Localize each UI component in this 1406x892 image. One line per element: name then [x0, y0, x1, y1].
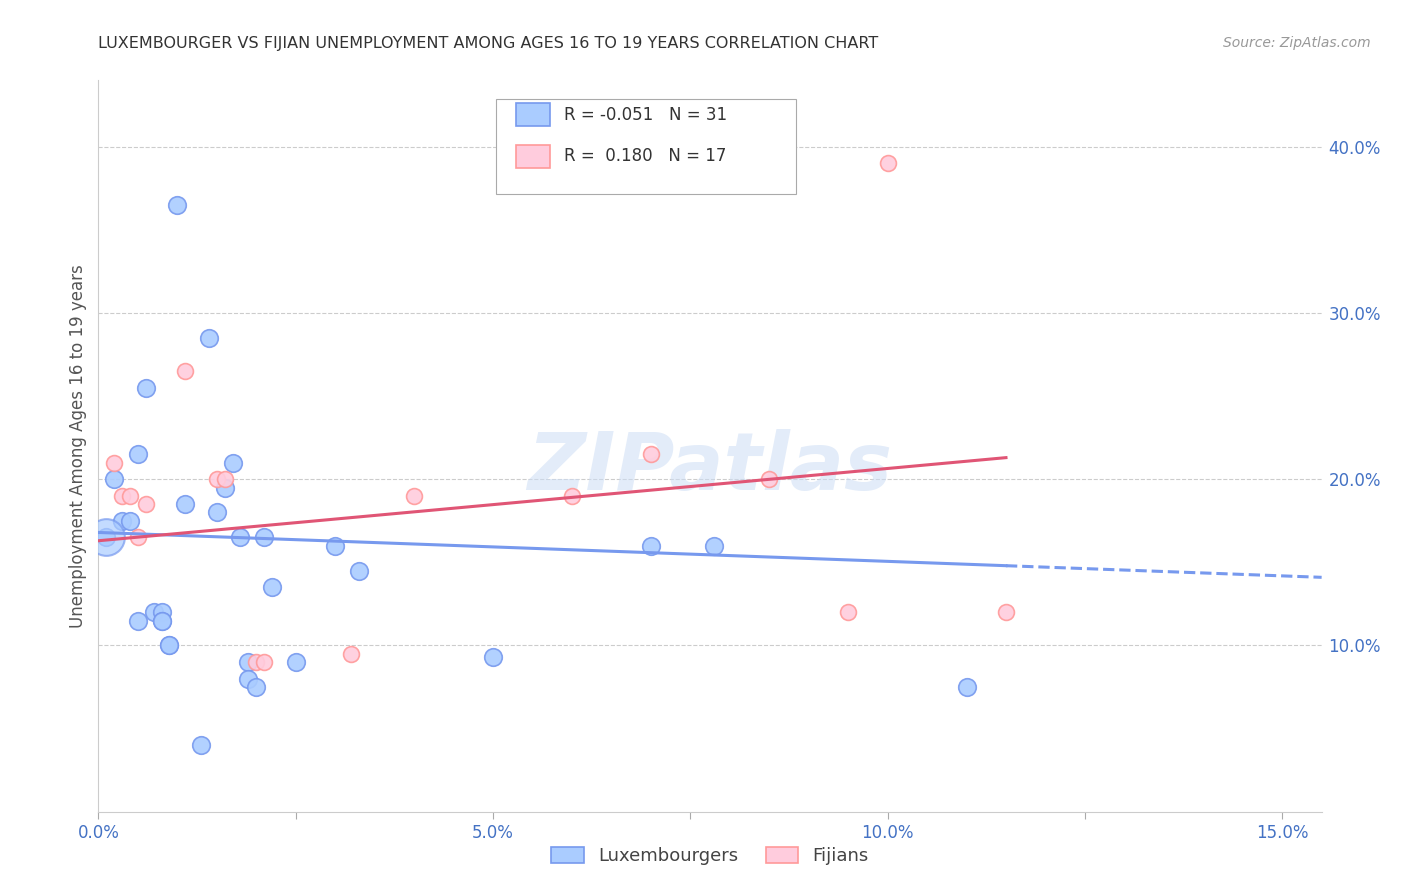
- Point: [640, 447, 662, 461]
- Point: [142, 605, 165, 619]
- Point: [994, 605, 1017, 619]
- Point: [159, 639, 181, 653]
- Point: [640, 539, 662, 553]
- Point: [205, 506, 228, 520]
- FancyBboxPatch shape: [516, 103, 550, 127]
- Point: [245, 655, 267, 669]
- FancyBboxPatch shape: [496, 99, 796, 194]
- Point: [111, 489, 134, 503]
- Point: [955, 680, 977, 694]
- Point: [174, 497, 197, 511]
- Point: [96, 530, 118, 544]
- Point: [221, 456, 243, 470]
- Point: [96, 530, 118, 544]
- Point: [758, 472, 780, 486]
- Legend: Luxembourgers, Fijians: Luxembourgers, Fijians: [544, 839, 876, 872]
- Point: [253, 655, 276, 669]
- Text: ZIPatlas: ZIPatlas: [527, 429, 893, 507]
- Point: [103, 456, 125, 470]
- Point: [198, 331, 221, 345]
- Y-axis label: Unemployment Among Ages 16 to 19 years: Unemployment Among Ages 16 to 19 years: [69, 264, 87, 628]
- Point: [482, 650, 505, 665]
- Point: [118, 489, 141, 503]
- Point: [260, 580, 283, 594]
- Text: Source: ZipAtlas.com: Source: ZipAtlas.com: [1223, 36, 1371, 50]
- Text: R = -0.051   N = 31: R = -0.051 N = 31: [564, 105, 727, 124]
- Point: [238, 655, 260, 669]
- Point: [127, 530, 149, 544]
- FancyBboxPatch shape: [516, 145, 550, 168]
- Point: [150, 614, 173, 628]
- Point: [103, 472, 125, 486]
- Point: [214, 472, 236, 486]
- Text: LUXEMBOURGER VS FIJIAN UNEMPLOYMENT AMONG AGES 16 TO 19 YEARS CORRELATION CHART: LUXEMBOURGER VS FIJIAN UNEMPLOYMENT AMON…: [98, 36, 879, 51]
- Point: [135, 381, 157, 395]
- Point: [876, 156, 898, 170]
- Point: [561, 489, 583, 503]
- Point: [404, 489, 426, 503]
- Point: [127, 447, 149, 461]
- Point: [284, 655, 307, 669]
- Point: [174, 364, 197, 378]
- Point: [214, 481, 236, 495]
- Point: [190, 738, 212, 752]
- Point: [135, 497, 157, 511]
- Point: [253, 530, 276, 544]
- Point: [111, 514, 134, 528]
- Point: [703, 539, 725, 553]
- Point: [166, 198, 188, 212]
- Point: [118, 514, 141, 528]
- Point: [127, 614, 149, 628]
- Text: R =  0.180   N = 17: R = 0.180 N = 17: [564, 147, 727, 165]
- Point: [229, 530, 252, 544]
- Point: [159, 639, 181, 653]
- Point: [238, 672, 260, 686]
- Point: [340, 647, 363, 661]
- Point: [347, 564, 370, 578]
- Point: [150, 605, 173, 619]
- Point: [205, 472, 228, 486]
- Point: [837, 605, 859, 619]
- Point: [323, 539, 346, 553]
- Point: [150, 614, 173, 628]
- Point: [245, 680, 267, 694]
